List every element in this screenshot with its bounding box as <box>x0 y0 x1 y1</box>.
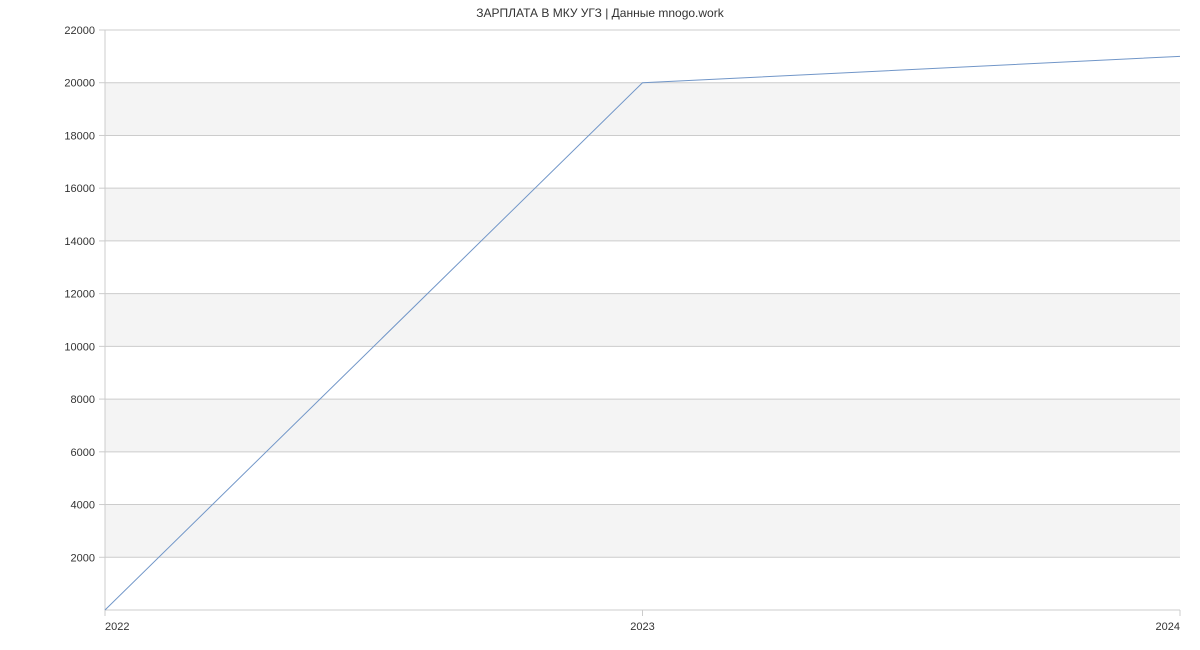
y-tick-label: 14000 <box>64 236 95 248</box>
grid-band <box>105 188 1180 241</box>
grid-band <box>105 505 1180 558</box>
y-tick-label: 20000 <box>64 78 95 90</box>
grid-band <box>105 399 1180 452</box>
y-tick-label: 18000 <box>64 130 95 142</box>
grid-band <box>105 83 1180 136</box>
x-tick-label: 2023 <box>630 621 654 633</box>
x-tick-label: 2022 <box>105 621 129 633</box>
y-tick-label: 22000 <box>64 25 95 37</box>
y-tick-label: 6000 <box>71 447 95 459</box>
y-tick-label: 8000 <box>71 394 95 406</box>
x-tick-label: 2024 <box>1156 621 1180 633</box>
salary-chart: ЗАРПЛАТА В МКУ УГЗ | Данные mnogo.work 2… <box>0 0 1200 650</box>
y-tick-label: 12000 <box>64 289 95 301</box>
chart-svg: 2000 4000 6000 8000 10000 12000 14000 16000 1800… <box>0 0 1200 650</box>
y-tick-label: 16000 <box>64 183 95 195</box>
y-tick-label: 2000 <box>71 552 95 564</box>
grid-band <box>105 294 1180 347</box>
chart-title: ЗАРПЛАТА В МКУ УГЗ | Данные mnogo.work <box>0 6 1200 20</box>
y-tick-label: 10000 <box>64 341 95 353</box>
y-tick-label: 4000 <box>71 500 95 512</box>
